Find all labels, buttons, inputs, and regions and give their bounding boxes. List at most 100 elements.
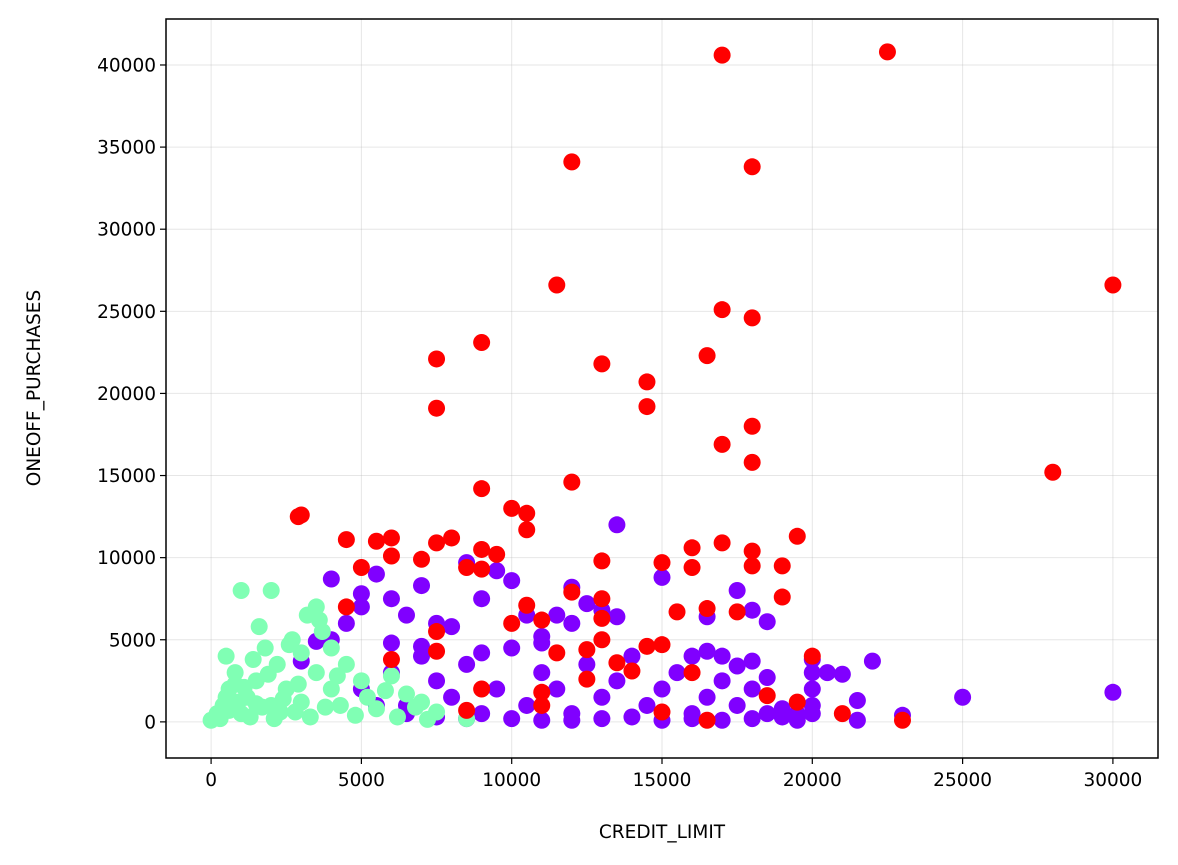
data-point [578,655,596,673]
data-point [833,665,851,683]
points-layer [202,43,1122,729]
data-point [848,711,866,729]
data-point [518,696,536,714]
data-point [698,347,716,365]
y-tick-label: 30000 [97,220,156,241]
x-tick-label: 10000 [482,770,541,791]
data-point [337,531,355,549]
data-point [217,688,235,706]
data-point [653,554,671,572]
data-point [593,609,611,627]
data-point [337,655,355,673]
data-point [292,644,310,662]
data-point [758,613,776,631]
data-point [397,685,415,703]
data-point [443,529,461,547]
data-point [250,618,268,636]
data-point [713,647,731,665]
data-point [473,705,491,723]
data-point [863,652,881,670]
x-tick-label: 30000 [1083,770,1142,791]
data-point [548,606,566,624]
y-axis-title: ONEOFF_PURCHASES [24,290,45,486]
data-point [428,672,446,690]
data-point [713,301,731,319]
data-point [954,688,972,706]
data-point [743,542,761,560]
data-point [683,647,701,665]
data-point [307,598,325,616]
data-point [458,655,476,673]
data-point [743,309,761,327]
data-point [280,636,298,654]
data-point [382,667,400,685]
data-point [548,680,566,698]
data-point [653,636,671,654]
data-point [503,710,521,728]
data-point [473,680,491,698]
data-point [758,687,776,705]
data-point [352,559,370,577]
data-point [518,596,536,614]
data-point [638,398,656,416]
data-point [728,657,746,675]
data-point [848,692,866,710]
data-point [352,598,370,616]
data-point [428,642,446,660]
x-tick-label: 20000 [783,770,842,791]
data-point [503,572,521,590]
data-point [623,662,641,680]
data-point [683,559,701,577]
data-point [623,708,641,726]
data-point [533,683,551,701]
data-point [788,527,806,545]
data-point [413,637,431,655]
data-point [413,577,431,595]
y-tick-label: 5000 [109,630,156,651]
data-point [428,623,446,641]
data-point [653,680,671,698]
data-point [743,710,761,728]
y-tick-label: 25000 [97,302,156,323]
data-point [352,672,370,690]
data-point [503,639,521,657]
data-point [376,682,394,700]
data-point [503,499,521,517]
y-tick-label: 10000 [97,548,156,569]
data-point [728,603,746,621]
data-point [382,634,400,652]
data-point [743,601,761,619]
data-point [346,706,364,724]
data-point [653,568,671,586]
data-point [428,350,446,368]
data-point [518,504,536,522]
data-point [593,355,611,373]
data-point [473,644,491,662]
data-point [533,664,551,682]
data-point [443,618,461,636]
data-point [728,581,746,599]
data-point [367,700,385,718]
x-axis-title: CREDIT_LIMIT [599,822,726,843]
data-point [473,590,491,608]
data-point [1104,683,1122,701]
data-point [488,562,506,580]
data-point [638,373,656,391]
data-point [578,670,596,688]
data-point [743,557,761,575]
data-point [358,688,376,706]
data-point [593,631,611,649]
data-point [428,534,446,552]
data-point [1104,276,1122,294]
data-point [331,696,349,714]
data-point [428,399,446,417]
y-tick-label: 0 [144,712,156,733]
data-point [1044,463,1062,481]
data-point [292,506,310,524]
data-point [337,598,355,616]
data-point [593,710,611,728]
data-point [638,637,656,655]
data-point [262,581,280,599]
data-point [388,708,406,726]
